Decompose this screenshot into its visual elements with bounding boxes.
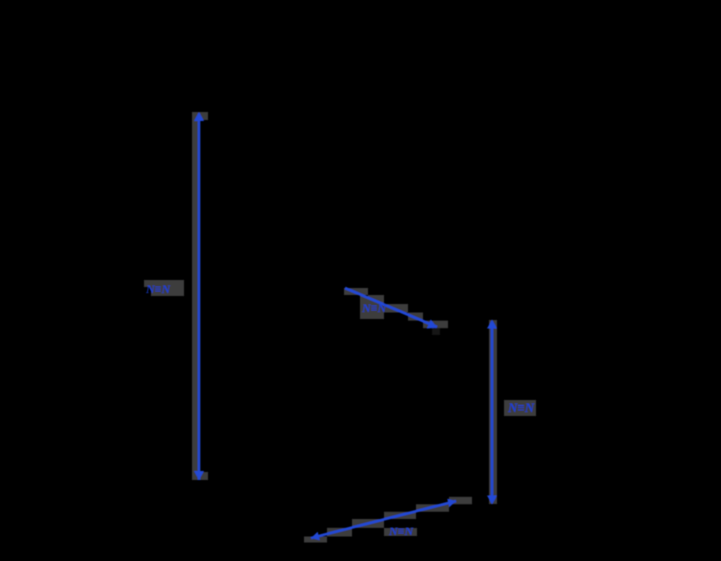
svg-text:N≡N: N≡N: [388, 524, 415, 538]
svg-text:N≡N: N≡N: [507, 400, 535, 415]
svg-text:N≡N: N≡N: [145, 282, 172, 296]
svg-text:N≡N: N≡N: [361, 301, 388, 315]
